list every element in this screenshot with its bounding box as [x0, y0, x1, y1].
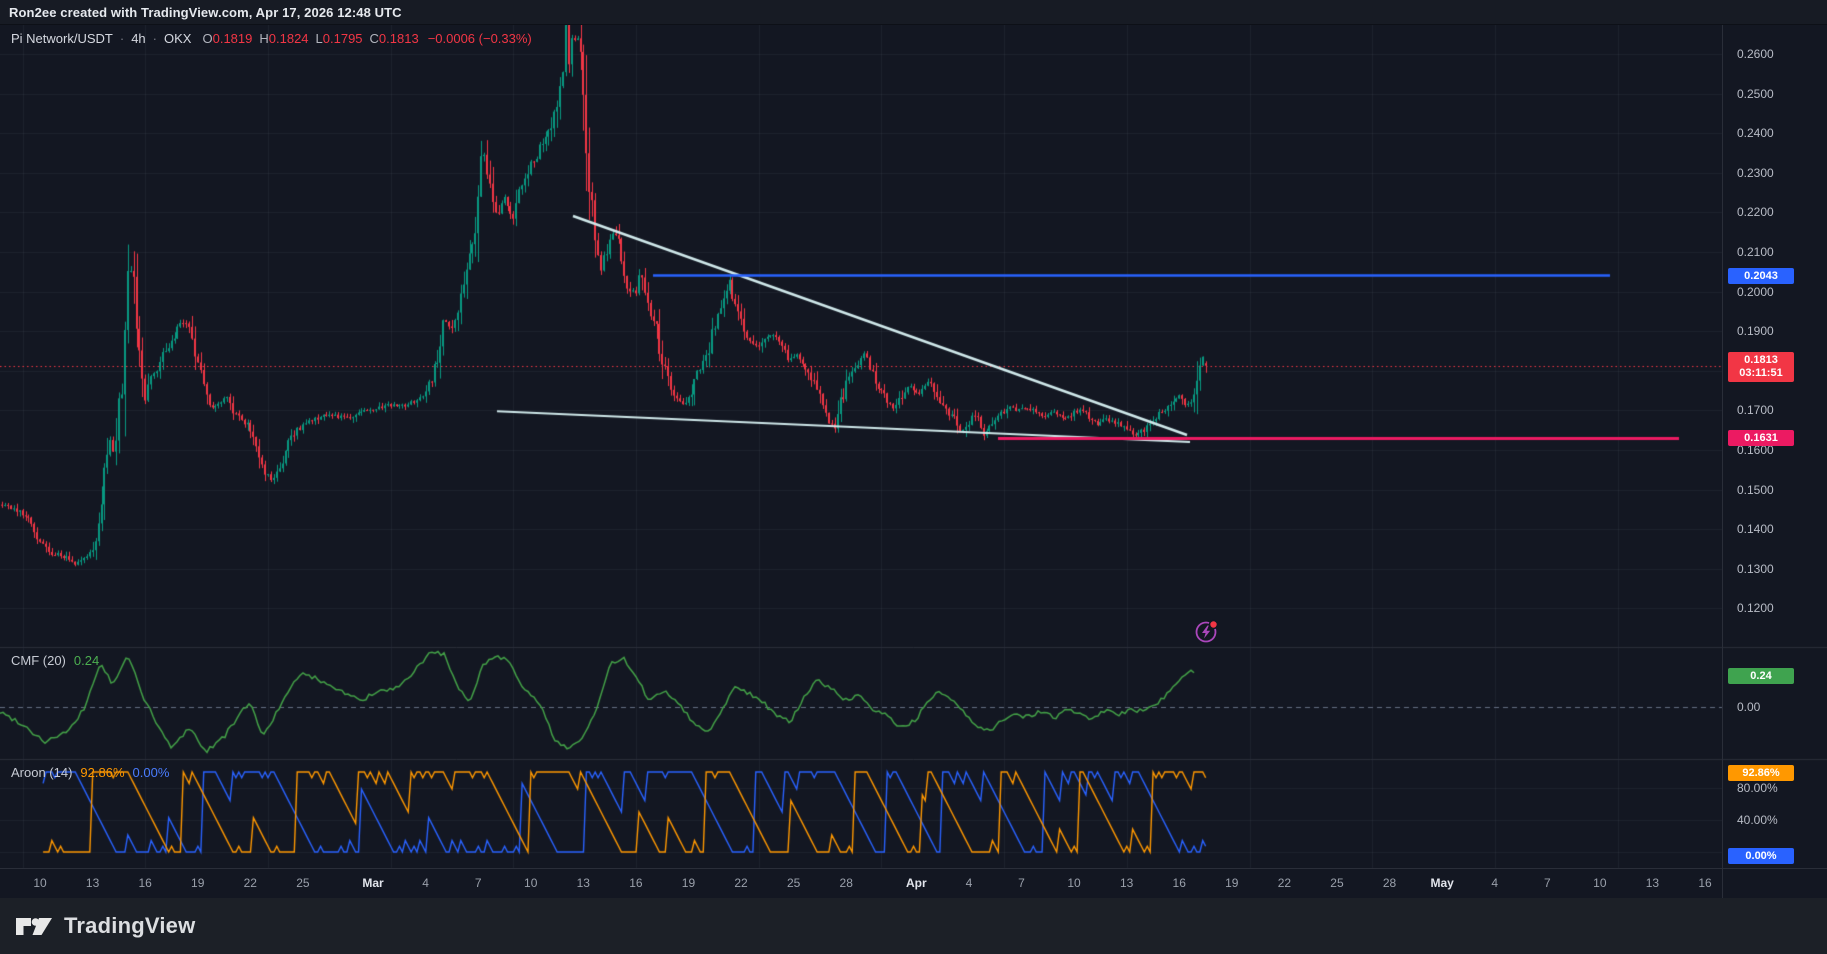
cmf-title: CMF (20): [11, 653, 66, 668]
time-label: 16: [629, 876, 643, 890]
footer-bar: TradingView: [0, 898, 1827, 954]
time-label: 7: [474, 876, 482, 890]
high-value: 0.1824: [268, 31, 309, 46]
cmf-value-badge: 0.24: [1728, 668, 1794, 684]
time-label: Mar: [362, 876, 384, 890]
aroon-down-badge: 0.00%: [1728, 848, 1794, 864]
symbol-title: Pi Network/USDT: [11, 31, 113, 46]
close-value: 0.1813: [378, 31, 419, 46]
attribution-text: Ron2ee created with TradingView.com, Apr…: [9, 4, 402, 20]
aroon-tick: 80.00%: [1737, 781, 1778, 795]
cmf-value: 0.24: [73, 653, 100, 668]
price-tick: 0.1900: [1737, 324, 1774, 339]
legend-separator: ·: [119, 31, 125, 46]
aroon-up-value: 92.86%: [80, 765, 125, 780]
time-label: 16: [138, 876, 152, 890]
resistance-price-badge: 0.2043: [1728, 268, 1794, 284]
price-tick: 0.2000: [1737, 284, 1774, 299]
time-label: 19: [681, 876, 696, 890]
time-label: 28: [839, 876, 853, 890]
time-label: 22: [1277, 876, 1292, 890]
time-label: 10: [524, 876, 538, 890]
interval-label: 4h: [131, 31, 146, 46]
time-label: 16: [1172, 876, 1186, 890]
aroon-pane-legend[interactable]: Aroon (14) 92.86% 0.00%: [11, 765, 169, 780]
time-label: 25: [296, 876, 310, 890]
last-price-badge: 0.1813 03:11:51: [1728, 352, 1794, 382]
time-label: 4: [422, 876, 429, 890]
low-value: 0.1795: [322, 31, 363, 46]
attribution-bar: Ron2ee created with TradingView.com, Apr…: [0, 0, 1827, 25]
last-price-value: 0.1813: [1744, 354, 1778, 366]
price-tick: 0.2100: [1737, 245, 1774, 259]
price-tick: 0.1200: [1737, 601, 1774, 616]
price-tick: 0.1400: [1737, 522, 1774, 537]
aroon-up-badge: 92.86%: [1728, 765, 1794, 781]
cmf-pane-legend[interactable]: CMF (20) 0.24: [11, 653, 99, 668]
time-label: 25: [1330, 876, 1344, 890]
time-label: 7: [1543, 876, 1551, 890]
price-tick: 0.1500: [1737, 482, 1774, 497]
aroon-tick: 40.00%: [1737, 813, 1778, 827]
time-label: 10: [33, 876, 47, 890]
price-tick: 0.2300: [1737, 165, 1774, 180]
time-label: 7: [1018, 876, 1025, 890]
cmf-tick: 0.00: [1737, 700, 1761, 714]
time-label: 19: [191, 876, 205, 890]
high-label: H: [259, 31, 269, 46]
open-value: 0.1819: [212, 31, 253, 46]
time-label: 22: [734, 876, 748, 890]
aroon-title: Aroon (14): [11, 765, 73, 780]
time-label: 13: [576, 876, 590, 890]
bar-countdown: 03:11:51: [1739, 367, 1783, 379]
time-label: 13: [85, 876, 100, 890]
time-label: 4: [1491, 876, 1499, 890]
time-label: 10: [1593, 876, 1607, 890]
time-label: 13: [1119, 876, 1134, 890]
price-tick: 0.2400: [1737, 126, 1774, 141]
change-value: −0.0006 (−0.33%): [427, 31, 532, 46]
signal-flash-icon[interactable]: [1193, 618, 1220, 645]
time-label: 13: [1645, 876, 1660, 890]
exchange-label: OKX: [164, 31, 192, 46]
price-tick: 0.1700: [1737, 403, 1774, 418]
time-axis[interactable]: 10 13 16 19 22 25 Mar 4 7 10 13 16 19 22 25 28 Apr 4 7 10 13…: [0, 868, 1722, 899]
time-label: 19: [1225, 876, 1239, 890]
ohlc-readout: O0.1819 H0.1824 L0.1795 C0.1813: [202, 31, 418, 46]
price-tick: 0.2200: [1737, 205, 1774, 220]
price-tick: 0.1600: [1737, 443, 1774, 457]
symbol-legend[interactable]: Pi Network/USDT · 4h · OKX O0.1819 H0.18…: [11, 31, 532, 46]
legend-separator: ·: [152, 31, 158, 46]
aroon-down-value: 0.00%: [132, 765, 170, 780]
support-price-badge: 0.1631: [1728, 430, 1794, 446]
close-label: C: [369, 31, 379, 46]
tradingview-brand-text[interactable]: TradingView: [64, 913, 196, 938]
time-label: 25: [786, 876, 801, 890]
axis-corner: [1722, 868, 1827, 899]
time-label: Apr: [905, 876, 927, 890]
low-label: L: [315, 31, 323, 46]
price-tick: 0.2600: [1737, 47, 1774, 61]
time-label: May: [1430, 876, 1454, 890]
open-label: O: [202, 31, 213, 46]
time-label: 22: [243, 876, 257, 890]
price-tick: 0.1300: [1737, 561, 1774, 576]
price-axis[interactable]: 0.2043 0.1813 03:11:51 0.1631 0.24 92.86…: [1722, 24, 1827, 868]
time-label: 16: [1698, 876, 1712, 890]
price-tick: 0.2500: [1737, 86, 1774, 101]
time-label: 4: [965, 876, 973, 890]
time-label: 28: [1382, 876, 1397, 890]
time-label: 10: [1067, 876, 1081, 890]
tradingview-logo-icon[interactable]: [14, 911, 54, 941]
